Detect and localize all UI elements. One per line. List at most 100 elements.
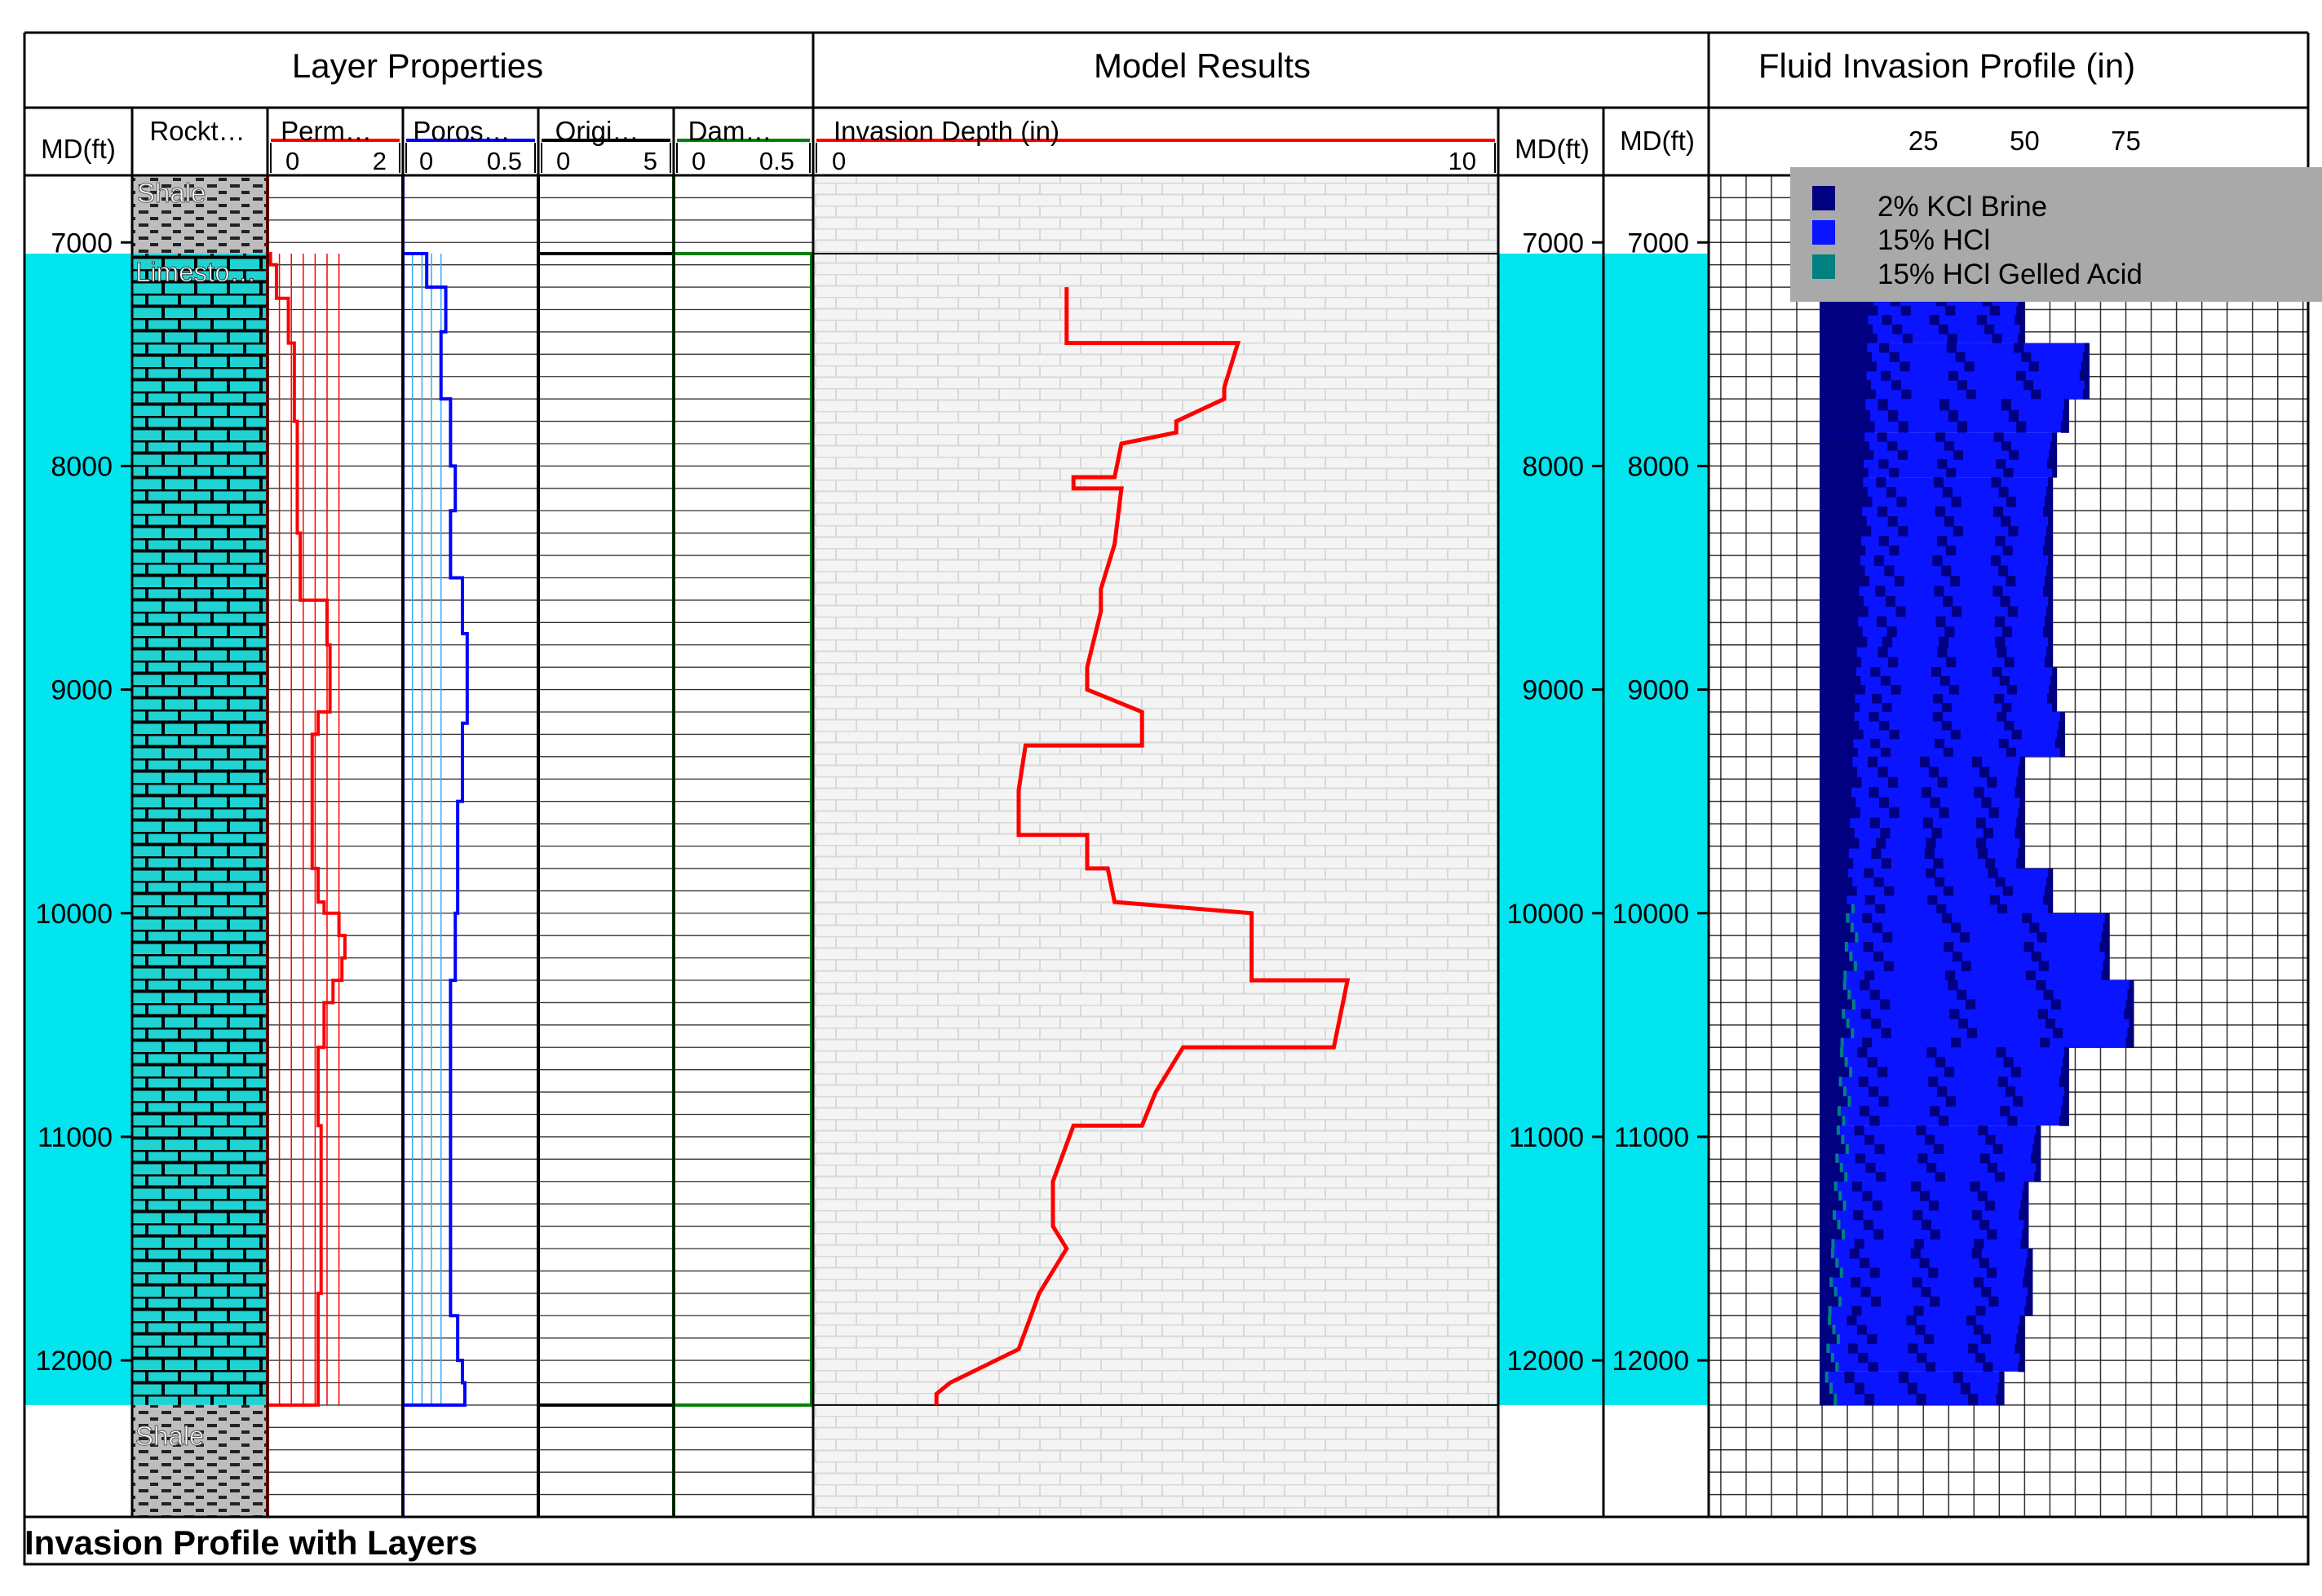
fluid-brine-band — [1820, 409, 1870, 422]
fluid-brine-band — [1873, 555, 1884, 567]
fluid-gelled-band — [1836, 1125, 1840, 1136]
fluid-brine-band — [1941, 565, 1952, 577]
fluid-brine-band — [2049, 450, 2058, 460]
fluid-brine-band — [2048, 868, 2054, 878]
fluid-brine-band — [1943, 595, 1953, 607]
fluid-brine-band — [2084, 343, 2090, 353]
poros-scale-min: 0 — [419, 147, 433, 175]
fluid-brine-band — [1820, 1077, 1839, 1087]
fluid-brine-band — [1921, 1219, 1931, 1230]
fluid-brine-band — [1879, 343, 1890, 353]
fluid-brine-band — [1906, 1315, 1917, 1326]
fluid-brine-band — [1915, 1324, 1926, 1335]
fluid-gelled-band — [1829, 1277, 1833, 1288]
fluid-brine-band — [1879, 797, 1890, 808]
fluid-brine-band — [1937, 1086, 1948, 1097]
fluid-brine-band — [1945, 970, 1956, 981]
fluid-brine-band — [1936, 904, 1947, 914]
perm-curve — [266, 251, 347, 1407]
fluid-brine-band — [1849, 1249, 1860, 1259]
fluid-brine-band — [2024, 1267, 2033, 1278]
fluid-brine-band — [1952, 606, 1962, 617]
fluid-brine-band — [1887, 441, 1898, 451]
fluid-brine-band — [1947, 334, 1957, 344]
fluid-brine-band — [1857, 1047, 1868, 1058]
fluid-brine-band — [1854, 1125, 1864, 1136]
fluid-brine-band — [1976, 838, 1987, 849]
fluid-brine-band — [1995, 636, 2006, 648]
fluid-brine-band — [2001, 399, 2011, 411]
fluid-brine-band — [1919, 1258, 1930, 1268]
fluid-brine-band — [2023, 942, 2034, 953]
fluid-brine-band — [1858, 1077, 1869, 1087]
fluid-brine-band — [2048, 904, 2054, 914]
fluid-brine-band — [1868, 756, 1878, 767]
fluid-brine-band — [1875, 904, 1886, 914]
fluid-brine-band — [2052, 667, 2058, 677]
fluid-brine-band — [1944, 441, 1955, 451]
depth-label-md-left: 12000 — [35, 1346, 113, 1377]
fluid-brine-band — [1820, 1277, 1830, 1288]
fluid-brine-band — [1912, 1277, 1922, 1288]
fluid-brine-band — [1820, 720, 1860, 731]
fluid-brine-band — [2007, 1116, 2018, 1126]
fluid-gelled-band — [1842, 1009, 1846, 1019]
fluid-brine-band — [1907, 1382, 1917, 1395]
fluid-brine-band — [2003, 468, 2014, 478]
fluid-brine-band — [1820, 1019, 1847, 1029]
fluid-brine-band — [1944, 516, 1954, 527]
fluid-brine-band — [1953, 1371, 1963, 1383]
fluid-brine-band — [1937, 459, 1948, 469]
depth-label-md-middle: 11000 — [1509, 1122, 1584, 1153]
fluid-gelled-band — [1833, 1181, 1838, 1191]
fluid-brine-band — [1941, 703, 1952, 713]
fluid-brine-band — [1927, 895, 1938, 905]
fluid-brine-band — [2125, 1037, 2134, 1048]
fluid-brine-band — [1974, 1239, 1984, 1249]
fluid-brine-band — [2022, 1229, 2029, 1240]
fluid-brine-band — [2006, 1086, 2016, 1097]
fluid-brine-band — [1920, 1191, 1931, 1201]
fluid-brine-band — [1820, 352, 1873, 362]
fluid-brine-band — [1867, 1057, 1878, 1068]
fluid-brine-band — [1920, 756, 1931, 767]
fluid-brine-band — [1880, 828, 1891, 839]
invasion-scale-max: 10 — [1448, 147, 1476, 175]
fluid-brine-band — [1917, 1352, 1927, 1363]
fluid-brine-band — [1820, 1210, 1833, 1221]
fluid-brine-band — [1998, 738, 2009, 749]
fluid-brine-band — [1999, 676, 2010, 686]
fluid-brine-band — [1955, 352, 1966, 362]
fluid-brine-band — [1851, 1306, 1862, 1316]
fluid-brine-band — [1820, 1181, 1834, 1191]
fluid-brine-band — [2124, 1009, 2134, 1019]
fluid-brine-band — [1885, 595, 1895, 607]
footer-box — [23, 1515, 2310, 1566]
fluid-brine-band — [1937, 776, 1948, 788]
fluid-invasion-title: Fluid Invasion Profile (in) — [1758, 46, 2135, 85]
fluid-brine-band — [2046, 565, 2054, 577]
fluid-brine-band — [1875, 1172, 1886, 1183]
depth-label-md-right: 11000 — [1614, 1122, 1689, 1153]
fluid-brine-band — [1985, 858, 1996, 869]
invasion-depth-header: Invasion Depth (in) — [834, 116, 1059, 146]
fluid-brine-band — [2023, 1219, 2029, 1230]
fluid-brine-band — [1913, 1210, 1923, 1221]
fluid-brine-band — [1820, 747, 1858, 758]
fluid-brine-band — [1820, 797, 1856, 808]
fluid-brine-band — [1820, 305, 1878, 316]
fluid-brine-band — [1973, 1324, 1984, 1335]
fluid-brine-band — [1981, 1334, 1992, 1345]
fluid-brine-band — [1925, 1134, 1935, 1145]
fluid-brine-band — [2018, 807, 2025, 819]
fluid-brine-band — [2000, 1106, 2010, 1116]
fluid-brine-band — [1820, 1324, 1833, 1335]
fluid-brine-band — [1869, 989, 1880, 1000]
fluid-brine-band — [1820, 432, 1865, 442]
perm-header: Perm… — [281, 116, 372, 146]
fluid-brine-band — [1977, 1191, 1988, 1201]
fluid-brine-band — [2028, 1287, 2033, 1298]
depth-label-md-left: 8000 — [51, 451, 113, 482]
fluid-brine-band — [1971, 1249, 1982, 1259]
fluid-brine-band — [2045, 886, 2054, 896]
